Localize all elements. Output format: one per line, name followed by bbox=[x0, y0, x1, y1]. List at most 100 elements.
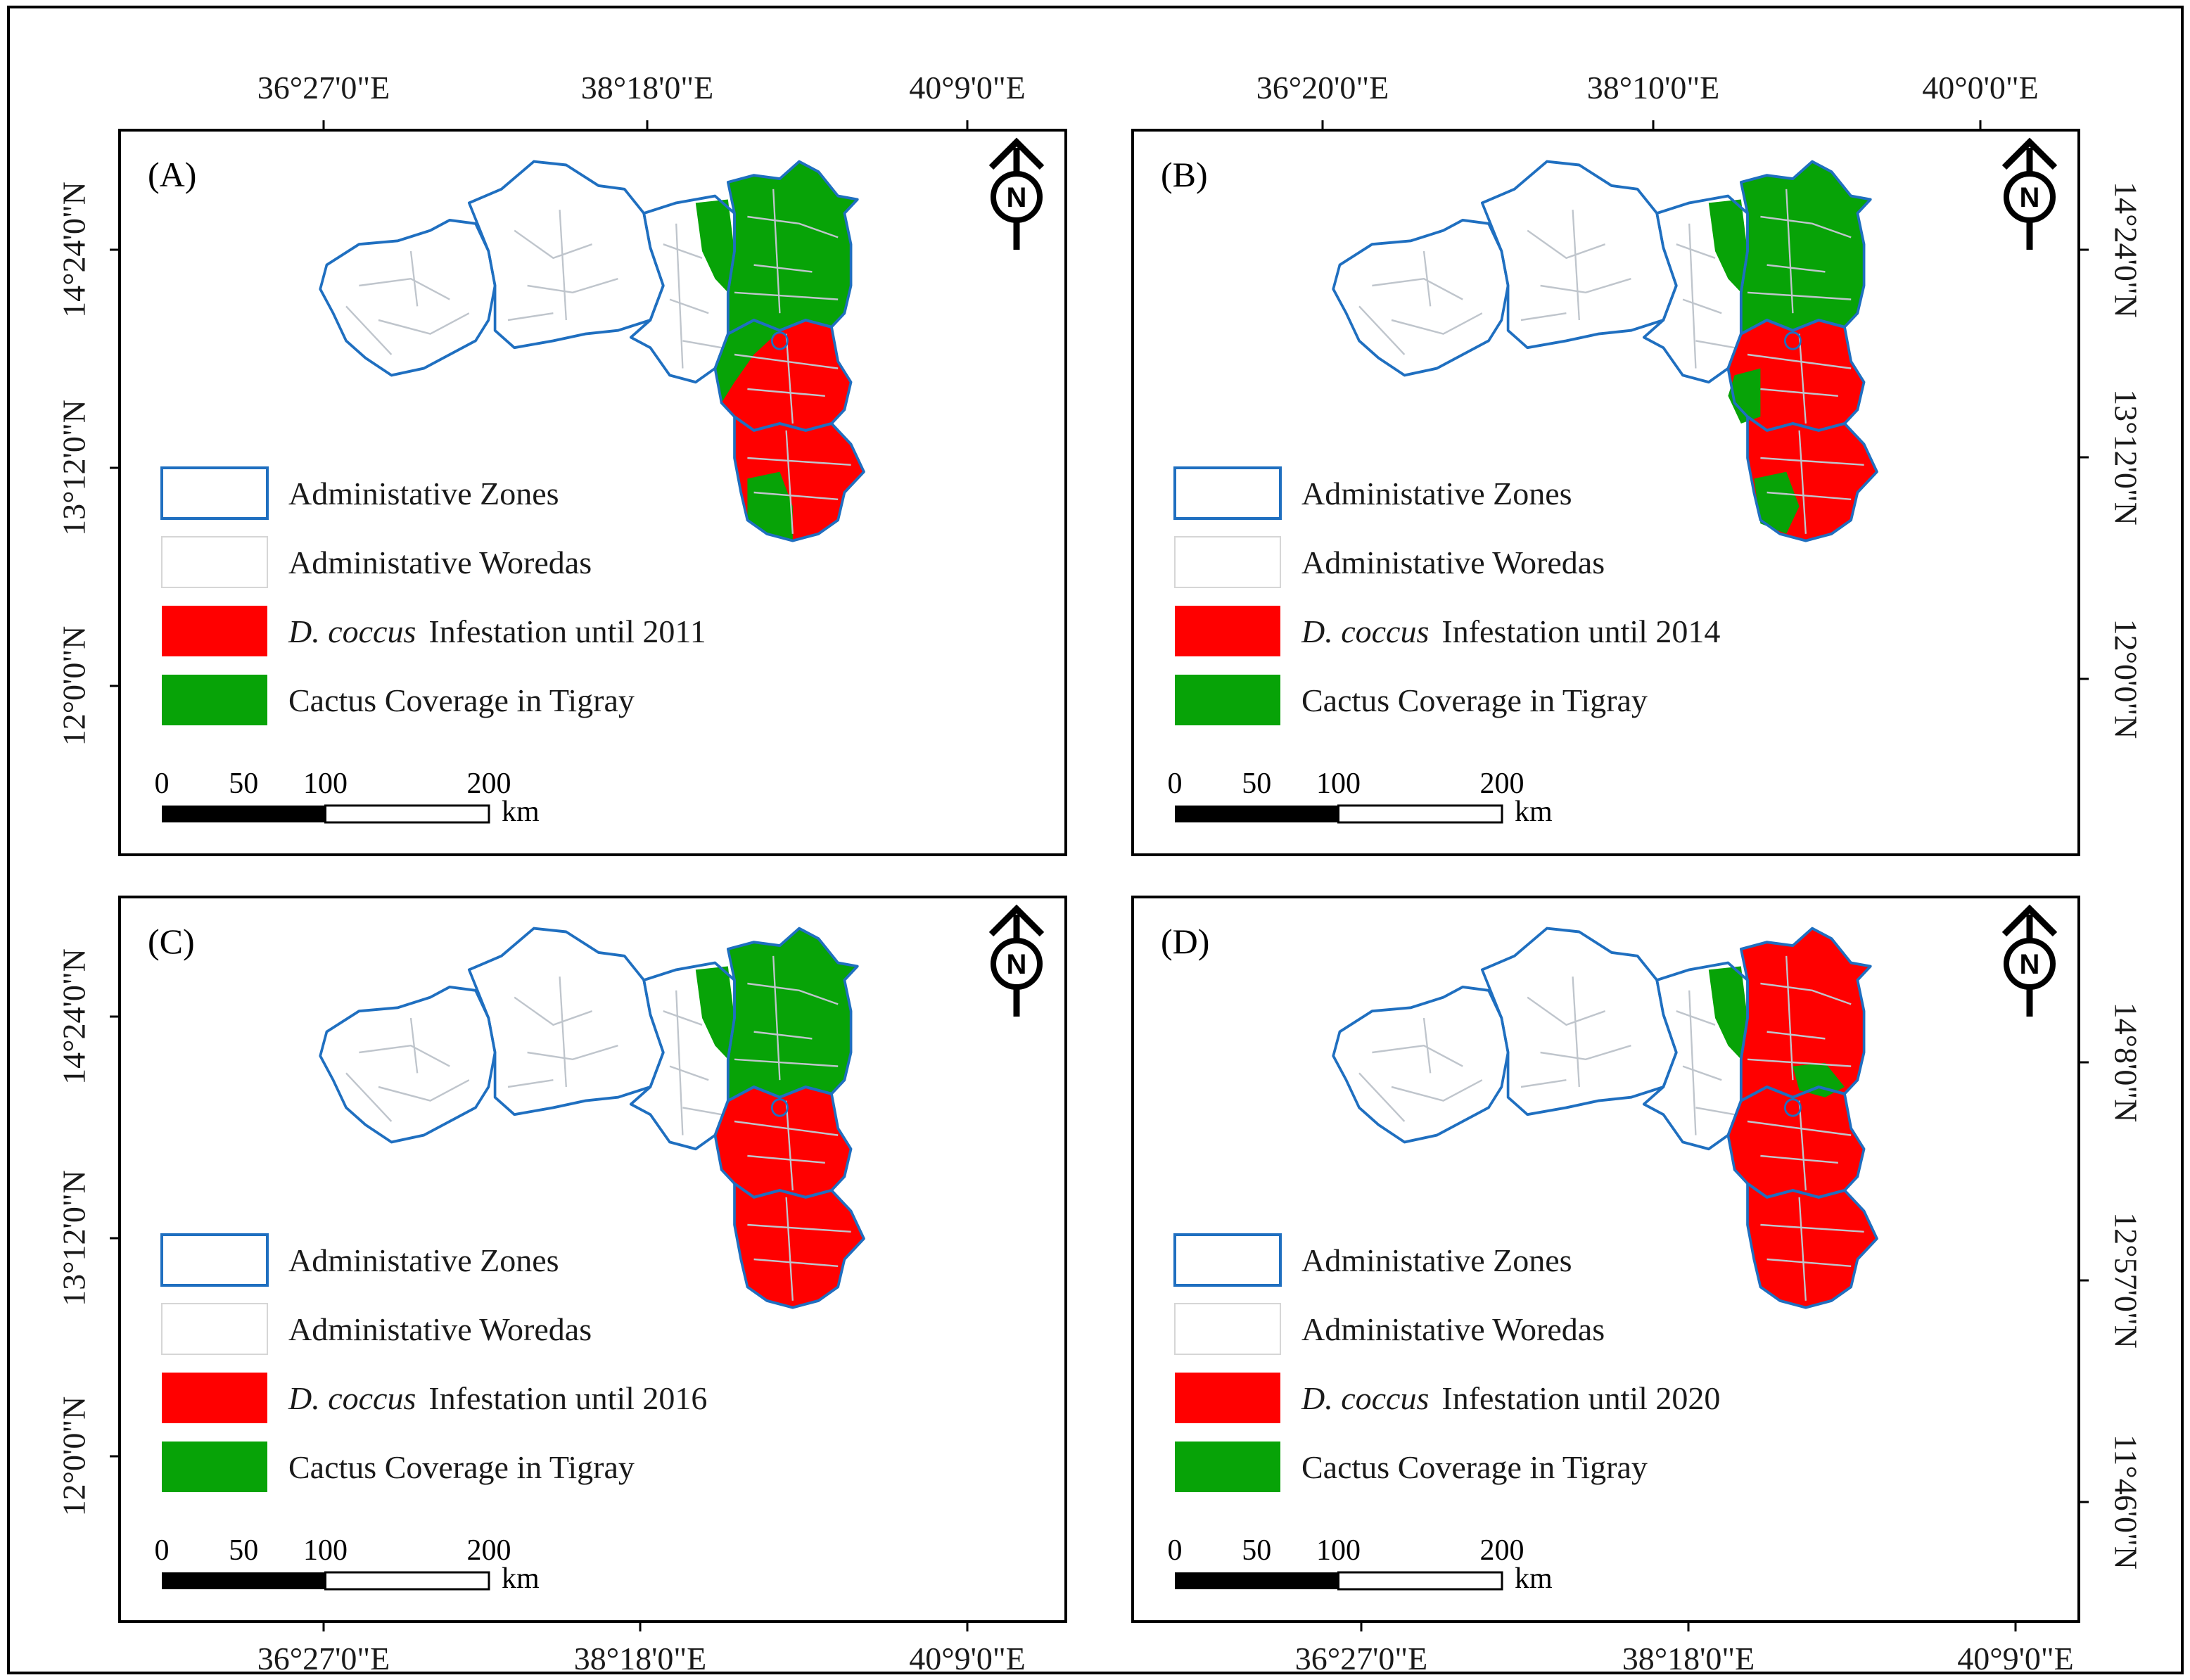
zone-fill bbox=[1728, 320, 1864, 431]
woreda-line bbox=[1682, 1065, 1722, 1081]
lon-label: 40°9'0"E bbox=[909, 1641, 1026, 1676]
zone-border bbox=[1726, 319, 1866, 432]
woreda-line bbox=[1682, 298, 1722, 314]
lat-label: 12°57'0"N bbox=[2108, 1212, 2144, 1349]
cactus-patch bbox=[1708, 199, 1747, 293]
scale-bar-black bbox=[162, 1572, 326, 1589]
woreda-line bbox=[507, 312, 554, 322]
scale-bar-black bbox=[1175, 806, 1339, 822]
legend-label: Cactus Coverage in Tigray bbox=[288, 682, 635, 718]
zone-border bbox=[629, 961, 736, 1151]
lat-label: 14°8'0"N bbox=[2108, 1003, 2144, 1123]
panels-root: 36°27'0"E 38°18'0"E 40°9'0"E 14°24'0"N 13°12… bbox=[56, 70, 2144, 1676]
woreda-line bbox=[1695, 340, 1735, 349]
woreda-line bbox=[1798, 430, 1807, 534]
scale-tick-label: 100 bbox=[1316, 768, 1361, 800]
woreda-line bbox=[1798, 1100, 1807, 1191]
legend-label: Cactus Coverage in Tigray bbox=[288, 1449, 635, 1485]
legend-swatch-cactus bbox=[162, 1442, 267, 1492]
woreda-line bbox=[1676, 243, 1716, 259]
north-letter: N bbox=[1007, 949, 1027, 980]
scale-tick-label: 0 bbox=[155, 1534, 170, 1567]
lat-label: 13°12'0"N bbox=[56, 400, 92, 536]
woreda-line bbox=[785, 333, 794, 424]
woreda-line bbox=[1372, 277, 1463, 300]
cactus-patch bbox=[747, 471, 793, 541]
woreda-line bbox=[1760, 1223, 1864, 1233]
zone-border bbox=[1332, 218, 1510, 377]
cactus-patch bbox=[695, 199, 734, 293]
woreda-line bbox=[359, 277, 450, 300]
lon-label: 38°18'0"E bbox=[574, 1641, 707, 1676]
zone-border bbox=[733, 415, 865, 542]
panel-label: (A) bbox=[148, 155, 196, 194]
woreda-line bbox=[1688, 223, 1697, 369]
map-legend: Administative Zones Administative Woredas… bbox=[1173, 1233, 1720, 1492]
woreda-line bbox=[1540, 1045, 1631, 1061]
woreda-line bbox=[663, 243, 703, 259]
legend-label: Administative Zones bbox=[1301, 1242, 1572, 1278]
north-arrow-icon: N bbox=[988, 137, 1045, 250]
legend-swatch-cactus bbox=[1175, 675, 1280, 725]
lon-label: 36°20'0"E bbox=[1256, 70, 1389, 106]
legend-text: Infestation until 2020 bbox=[1441, 1380, 1720, 1416]
north-letter: N bbox=[1007, 182, 1027, 213]
woreda-line bbox=[1747, 1120, 1852, 1136]
scale-tick-label: 50 bbox=[229, 1534, 258, 1567]
legend-swatch-cactus bbox=[1175, 1442, 1280, 1492]
lat-label: 14°24'0"N bbox=[56, 182, 92, 318]
legend-text: Administative Zones bbox=[1301, 476, 1572, 511]
cactus-patch bbox=[1708, 966, 1747, 1059]
zone-fill bbox=[1333, 986, 1508, 1143]
scale-bar-white bbox=[1337, 804, 1503, 824]
lon-label: 38°10'0"E bbox=[1587, 70, 1720, 106]
woreda-line bbox=[785, 1100, 794, 1191]
map-legend: Administative Zones Administative Woredas… bbox=[160, 466, 706, 725]
legend-text: Administative Woredas bbox=[1301, 545, 1605, 580]
zone-fill bbox=[715, 1087, 851, 1197]
legend-text: Cactus Coverage in Tigray bbox=[288, 1449, 635, 1485]
woreda-line bbox=[1527, 996, 1605, 1026]
zone-fill bbox=[1747, 1183, 1877, 1308]
woreda-line bbox=[1572, 976, 1580, 1088]
woreda-line bbox=[747, 1223, 851, 1233]
scale-bar-white bbox=[1337, 1571, 1503, 1591]
woreda-line bbox=[753, 264, 813, 273]
woreda-line bbox=[734, 353, 839, 369]
woreda-line bbox=[1785, 189, 1794, 314]
scale-bar-white bbox=[324, 1571, 490, 1591]
legend-text: Administative Zones bbox=[288, 476, 559, 511]
legend-swatch-woreda bbox=[1174, 1303, 1281, 1355]
legend-species: D. coccus bbox=[1301, 1380, 1429, 1416]
woreda-line bbox=[669, 298, 709, 314]
lon-label: 38°18'0"E bbox=[1622, 1641, 1755, 1676]
legend-swatch-infestation bbox=[1175, 606, 1280, 656]
woreda-line bbox=[734, 291, 839, 300]
woreda-line bbox=[734, 1058, 839, 1067]
woreda-line bbox=[772, 955, 781, 1081]
town-marker-icon bbox=[770, 1098, 789, 1117]
north-letter: N bbox=[2020, 949, 2040, 980]
woreda-line bbox=[514, 229, 592, 260]
legend-label: D. coccus Infestation until 2016 bbox=[288, 1380, 707, 1416]
zone-border bbox=[1746, 415, 1878, 542]
zone-fill bbox=[469, 161, 663, 348]
zone-border bbox=[319, 218, 497, 377]
lat-label: 13°12'0"N bbox=[56, 1170, 92, 1306]
zone-border bbox=[1332, 985, 1510, 1144]
map-panel-c: 36°27'0"E 38°18'0"E 40°9'0"E 14°24'0"N 13°12… bbox=[56, 896, 1067, 1676]
lat-label: 11°46'0"N bbox=[2108, 1434, 2144, 1570]
woreda-line bbox=[1747, 1058, 1852, 1067]
zone-border bbox=[1726, 1086, 1866, 1199]
scale-unit: km bbox=[502, 1563, 540, 1595]
woreda-line bbox=[1422, 250, 1432, 307]
zone-border bbox=[713, 1086, 853, 1199]
zone-fill bbox=[320, 986, 495, 1143]
woreda-line bbox=[1747, 353, 1852, 369]
zone-border bbox=[629, 194, 736, 384]
scale-unit: km bbox=[1515, 796, 1553, 828]
woreda-line bbox=[747, 457, 851, 466]
lon-label: 38°18'0"E bbox=[581, 70, 714, 106]
legend-label: D. coccus Infestation until 2011 bbox=[288, 613, 706, 649]
scale-tick-label: 50 bbox=[1242, 1534, 1271, 1567]
